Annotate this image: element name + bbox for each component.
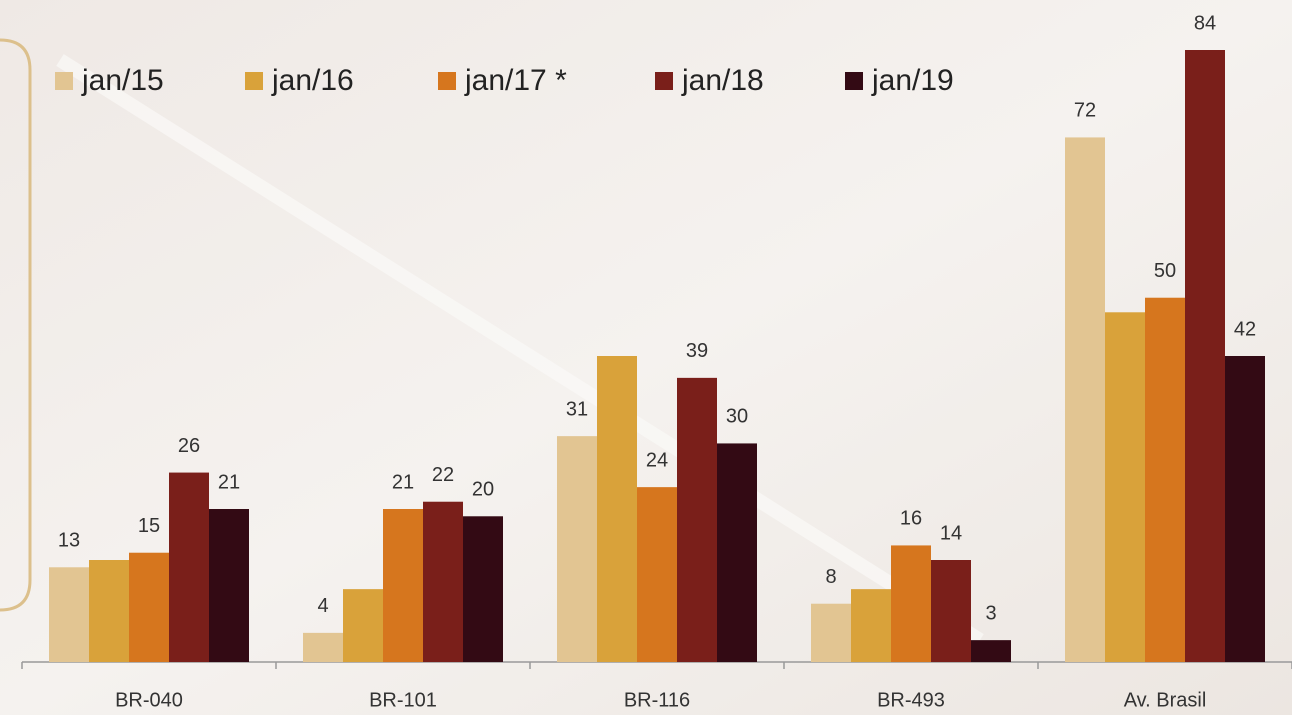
x-tick-label: BR-116 [624, 689, 690, 711]
data-label: 26 [178, 435, 200, 457]
data-label: 4 [317, 595, 328, 617]
chart: BR-040 13 15 26 21 BR-101 4 21 22 20 BR-116 31 24 39 3… [0, 0, 1292, 715]
bar [851, 589, 891, 662]
legend-swatch [845, 72, 863, 90]
page: BR-040 13 15 26 21 BR-101 4 21 22 20 BR-116 31 24 39 3… [0, 0, 1292, 715]
legend-label: jan/16 [271, 64, 354, 97]
legend-label: jan/18 [681, 64, 764, 97]
bar [1185, 50, 1225, 662]
x-tick-label: BR-040 [115, 689, 183, 711]
bar [89, 560, 129, 662]
bar [209, 509, 249, 662]
bar [597, 356, 637, 662]
data-label: 30 [726, 406, 748, 428]
bar [463, 516, 503, 662]
data-label: 8 [825, 566, 836, 588]
data-label: 15 [138, 515, 160, 537]
bar [717, 443, 757, 662]
bar [1225, 356, 1265, 662]
bar [423, 502, 463, 662]
legend-label: jan/17 * [464, 64, 567, 97]
data-label: 21 [218, 471, 240, 493]
bar [677, 378, 717, 662]
data-label: 50 [1154, 260, 1176, 282]
data-label: 16 [900, 508, 922, 530]
bar [169, 473, 209, 662]
data-label: 3 [985, 602, 996, 624]
legend-swatch [655, 72, 673, 90]
legend-swatch [438, 72, 456, 90]
data-label: 42 [1234, 318, 1256, 340]
bar [303, 633, 343, 662]
data-label: 31 [566, 398, 588, 420]
bar [811, 604, 851, 662]
bar [557, 436, 597, 662]
data-label: 14 [940, 522, 962, 544]
x-tick-label: BR-493 [877, 689, 945, 711]
legend-label: jan/19 [871, 64, 954, 97]
bar [891, 545, 931, 662]
bar [1065, 137, 1105, 662]
legend-label: jan/15 [81, 64, 164, 97]
data-label: 24 [646, 449, 668, 471]
bar [971, 640, 1011, 662]
bar [129, 553, 169, 662]
bar [383, 509, 423, 662]
data-label: 39 [686, 340, 708, 362]
data-label: 22 [432, 464, 454, 486]
bar [1105, 312, 1145, 662]
data-label: 72 [1074, 100, 1096, 122]
data-label: 20 [472, 479, 494, 501]
bar [1145, 298, 1185, 662]
bar [637, 487, 677, 662]
x-tick-label: Av. Brasil [1124, 689, 1207, 711]
legend-swatch [55, 72, 73, 90]
bar [931, 560, 971, 662]
bar [343, 589, 383, 662]
data-label: 84 [1194, 12, 1216, 34]
legend-swatch [245, 72, 263, 90]
bar [49, 567, 89, 662]
data-label: 21 [392, 471, 414, 493]
x-tick-label: BR-101 [369, 689, 437, 711]
data-label: 13 [58, 530, 80, 552]
